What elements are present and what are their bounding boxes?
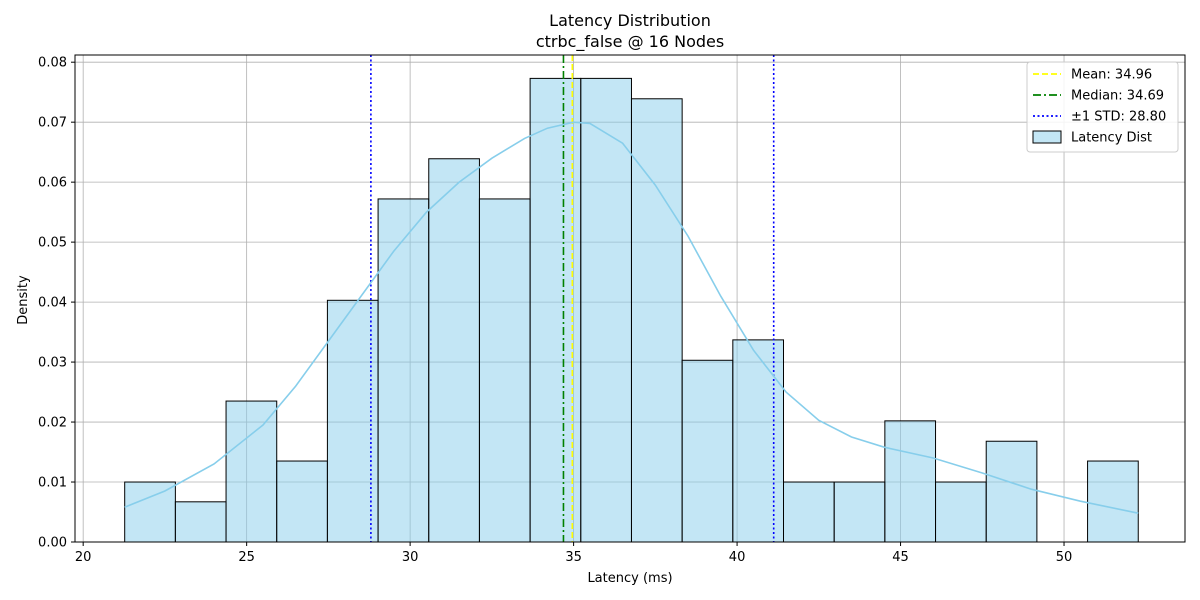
legend-label: Median: 34.69 (1071, 89, 1164, 104)
y-tick-label: 0.07 (38, 116, 67, 131)
y-tick-label: 0.05 (38, 236, 67, 251)
x-tick-label: 50 (1056, 550, 1073, 565)
legend-label: Latency Dist (1071, 131, 1152, 146)
legend-swatch-patch (1032, 130, 1062, 144)
histogram-bar (833, 481, 886, 543)
reference-lines (370, 55, 775, 542)
histogram-bar (1087, 460, 1139, 543)
histogram-bar (985, 440, 1038, 543)
kde-curve (124, 121, 1139, 514)
x-tick-label: 30 (402, 550, 419, 565)
x-tick-label: 35 (565, 550, 582, 565)
x-tick-label: 40 (729, 550, 746, 565)
histogram-bar (478, 198, 531, 543)
legend: Mean: 34.96 Median: 34.69 ±1 STD: 28.80 Lat… (1026, 61, 1179, 153)
histogram-bar (529, 77, 582, 543)
y-axis-ticks: 0.00 0.01 0.02 0.03 0.04 0.05 0.06 0.07 0.08 (38, 56, 75, 551)
histogram-bar (732, 339, 785, 543)
histogram-bar (580, 77, 632, 543)
legend-label: Mean: 34.96 (1071, 68, 1152, 83)
x-tick-label: 25 (238, 550, 255, 565)
y-axis-label: Density (16, 275, 31, 325)
histogram-bar (377, 198, 430, 543)
x-tick-label: 45 (892, 550, 909, 565)
histogram-bar (935, 481, 987, 543)
histogram-bar (276, 460, 328, 543)
plot-frame (74, 54, 1186, 543)
histogram-bar (124, 481, 176, 543)
histogram-bar (225, 400, 278, 543)
legend-box (1026, 61, 1179, 153)
y-tick-label: 0.01 (38, 476, 67, 491)
x-axis-ticks: 20 25 30 35 40 45 50 (75, 542, 1072, 565)
y-tick-label: 0.02 (38, 416, 67, 431)
chart-title: Latency Distribution (549, 11, 711, 30)
chart-subtitle: ctrbc_false @ 16 Nodes (536, 32, 724, 52)
y-tick-label: 0.04 (38, 296, 67, 311)
x-tick-label: 20 (75, 550, 92, 565)
y-tick-label: 0.03 (38, 356, 67, 371)
y-tick-label: 0.08 (38, 56, 67, 71)
histogram-bar (783, 481, 835, 543)
y-tick-label: 0.06 (38, 176, 67, 191)
y-tick-label: 0.00 (38, 536, 67, 551)
histogram-bar (428, 158, 480, 543)
histogram-bar (681, 359, 734, 543)
histogram-bars (124, 77, 1139, 543)
x-axis-label: Latency (ms) (587, 571, 672, 586)
legend-label: ±1 STD: 28.80 (1071, 110, 1166, 125)
histogram-bar (884, 420, 937, 543)
histogram-bar (174, 501, 227, 543)
